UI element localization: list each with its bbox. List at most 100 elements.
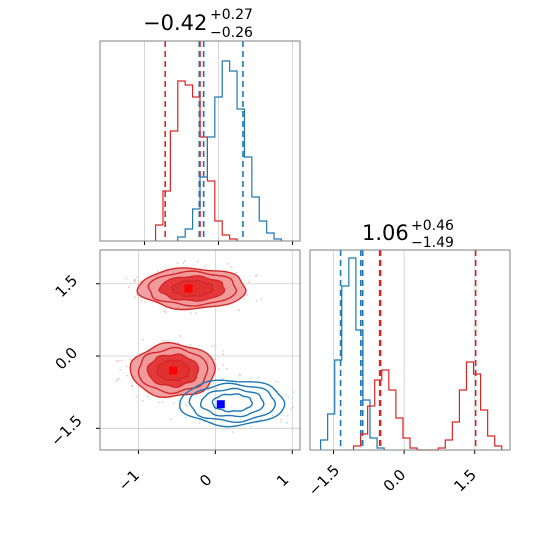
joint-ytick-label: 1.5	[52, 271, 82, 301]
joint-sample-point	[176, 262, 179, 264]
joint-sample-point	[117, 360, 120, 362]
marginal-param1-panel	[99, 40, 301, 245]
marginal-param1-frame	[99, 40, 301, 242]
joint-sample-point	[287, 396, 289, 399]
joint-sample-point	[212, 383, 215, 385]
joint-sample-point	[126, 374, 128, 377]
joint-sample-point	[259, 418, 262, 421]
joint-ytick-label: −1.5	[47, 412, 85, 450]
joint-sample-point	[292, 406, 294, 409]
joint-sample-point	[287, 415, 289, 417]
joint-sample-point	[183, 260, 186, 262]
joint-sample-point	[189, 343, 192, 346]
joint-sample-point	[195, 312, 197, 315]
joint-marker-red	[169, 366, 178, 375]
marginal-param2-panel: −1.5 0.0 1.5	[305, 249, 511, 500]
joint-sample-point	[184, 416, 187, 419]
joint-sample-point	[285, 394, 287, 396]
joint-sample-point	[177, 342, 180, 344]
joint-sample-point	[231, 431, 234, 433]
joint-sample-point	[135, 395, 138, 398]
marginal-param2-xtick-label: −1.5	[305, 461, 343, 499]
joint-sample-point	[179, 335, 181, 337]
marginal-param2-series-red	[352, 361, 503, 451]
joint-marker-blue	[216, 400, 225, 409]
joint-sample-point	[226, 367, 228, 370]
joint-sample-point	[115, 360, 118, 362]
joint-contour-blue	[188, 382, 277, 424]
joint-sample-point	[239, 374, 242, 377]
joint-sample-point	[142, 338, 144, 341]
joint-sample-point	[213, 345, 216, 347]
joint-sample-point	[255, 274, 258, 277]
joint-sample-point	[118, 377, 120, 380]
joint-contour-blue	[178, 379, 286, 428]
joint-sample-point	[139, 280, 142, 283]
joint-frame	[99, 249, 301, 451]
title-param2-upper: +0.46	[411, 218, 454, 234]
marginal-param2-xtick-label: 0.0	[380, 466, 410, 496]
joint-sample-point	[235, 272, 237, 274]
joint-xtick-label: 0	[196, 471, 215, 490]
joint-sample-point	[222, 353, 225, 355]
joint-sample-point	[250, 425, 252, 428]
joint-sample-point	[217, 368, 220, 371]
joint-sample-point	[115, 380, 118, 382]
joint-sample-point	[246, 293, 249, 296]
marginal-param1-series-blue	[177, 60, 283, 241]
joint-sample-point	[238, 309, 241, 312]
title-param1-main: −0.42	[143, 11, 207, 35]
joint-sample-point	[121, 359, 123, 362]
joint-sample-point	[198, 422, 201, 424]
joint-sample-point	[134, 278, 136, 281]
title-param1: −0.42 +0.27 −0.26	[143, 7, 253, 41]
joint-sample-point	[125, 277, 128, 280]
joint-contour-panel: −1 0 1 −1.5 0.0 1.5	[47, 249, 301, 495]
joint-sample-point	[158, 401, 160, 404]
joint-sample-point	[172, 402, 175, 404]
joint-sample-point	[222, 349, 224, 352]
joint-sample-point	[293, 391, 295, 393]
joint-sample-point	[257, 376, 260, 379]
joint-sample-point	[196, 260, 199, 263]
joint-sample-point	[215, 387, 218, 390]
joint-sample-point	[116, 378, 119, 381]
joint-sample-point	[275, 380, 278, 383]
title-param1-lower: −0.26	[210, 25, 253, 41]
joint-sample-point	[204, 266, 206, 268]
joint-sample-point	[224, 427, 227, 430]
joint-sample-point	[161, 401, 164, 403]
joint-sample-point	[271, 414, 274, 417]
joint-sample-point	[182, 261, 185, 264]
joint-sample-point	[248, 281, 251, 283]
joint-sample-point	[260, 298, 263, 300]
marginal-param2-series-blue	[319, 257, 385, 450]
joint-sample-point	[277, 381, 280, 384]
joint-sample-point	[165, 268, 168, 270]
joint-contour-blue	[211, 393, 254, 413]
joint-sample-point	[185, 404, 188, 407]
title-param1-upper: +0.27	[210, 7, 253, 23]
joint-sample-point	[136, 276, 138, 278]
joint-sample-point	[129, 358, 132, 361]
joint-sample-point	[230, 266, 233, 268]
joint-sample-point	[222, 363, 224, 366]
title-param2-lower: −1.49	[411, 235, 454, 251]
joint-sample-point	[250, 376, 252, 379]
joint-sample-point	[170, 418, 172, 421]
joint-sample-point	[119, 369, 121, 371]
joint-sample-point	[125, 365, 128, 368]
joint-sample-point	[134, 296, 136, 298]
joint-ytick-label: 0.0	[52, 344, 82, 374]
joint-sample-point	[222, 377, 224, 380]
joint-sample-point	[178, 399, 180, 402]
joint-sample-point	[238, 373, 241, 375]
joint-sample-point	[163, 310, 166, 312]
joint-sample-point	[131, 385, 133, 387]
joint-sample-point	[142, 399, 144, 402]
joint-sample-point	[280, 418, 282, 421]
marginal-param2-frame	[309, 249, 511, 451]
joint-sample-point	[255, 299, 258, 302]
joint-sample-point	[156, 270, 159, 272]
